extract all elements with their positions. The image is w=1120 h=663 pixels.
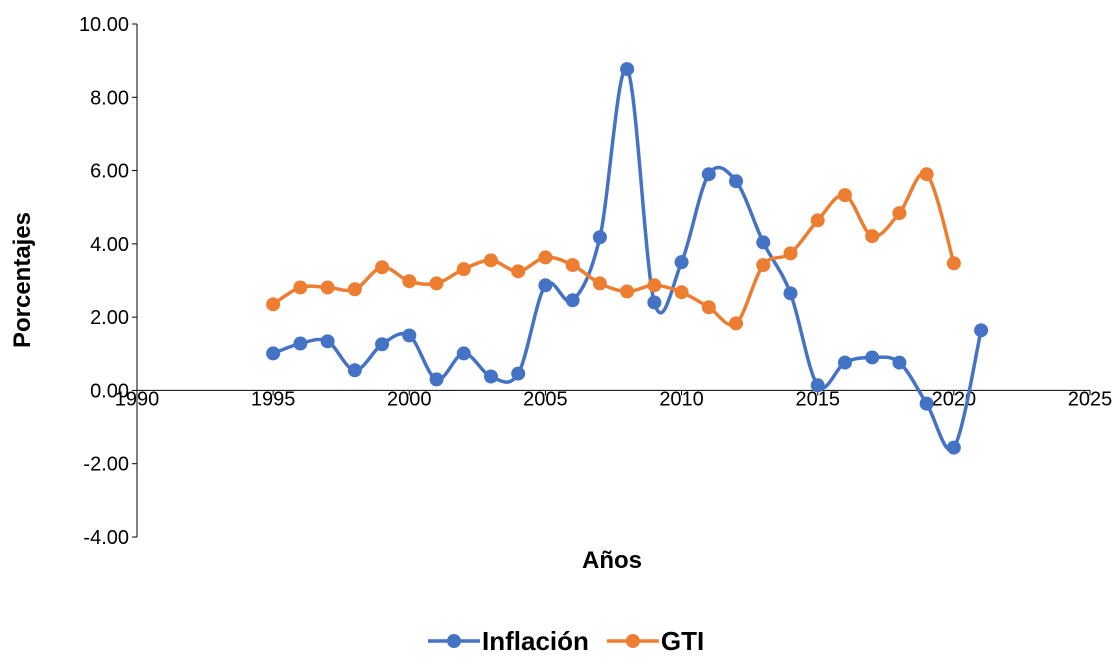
- point: [456, 346, 471, 361]
- point: [701, 167, 716, 182]
- x-tick-label: 2025: [1068, 388, 1113, 410]
- point: [402, 328, 417, 343]
- point: [592, 276, 607, 291]
- point: [783, 246, 798, 261]
- point: [946, 440, 961, 455]
- point: [483, 369, 498, 384]
- point: [538, 278, 553, 293]
- x-tick-label: 2005: [523, 388, 568, 410]
- point: [892, 206, 907, 221]
- point: [837, 355, 852, 370]
- y-tick-label: 6.00: [90, 161, 129, 183]
- point: [375, 260, 390, 275]
- x-tick-label: 1995: [251, 388, 296, 410]
- point: [511, 264, 526, 279]
- x-tick-label: 2015: [795, 388, 840, 410]
- point: [647, 295, 662, 310]
- point: [783, 286, 798, 301]
- y-tick-label: 10.00: [79, 14, 129, 36]
- x-tick-label: 2000: [387, 388, 432, 410]
- x-axis-title: Años: [582, 547, 642, 574]
- point: [266, 346, 281, 361]
- point: [402, 274, 417, 289]
- y-tick-label: 2.00: [90, 307, 129, 329]
- y-tick-label: -2.00: [83, 454, 129, 476]
- x-tick-label: 2010: [659, 388, 704, 410]
- point: [293, 336, 308, 351]
- point: [946, 256, 961, 271]
- point: [674, 255, 689, 270]
- point: [511, 366, 526, 381]
- point: [756, 258, 771, 273]
- y-tick-label: 0.00: [90, 380, 129, 402]
- point: [865, 350, 880, 365]
- point: [919, 167, 934, 182]
- point: [266, 297, 281, 312]
- point: [647, 278, 662, 293]
- point: [756, 235, 771, 250]
- point: [293, 280, 308, 295]
- series-line: [272, 67, 983, 452]
- point: [456, 262, 471, 277]
- point: [620, 62, 635, 77]
- point: [538, 250, 553, 265]
- point: [347, 282, 362, 297]
- point: [592, 230, 607, 245]
- point: [347, 363, 362, 378]
- point: [837, 188, 852, 203]
- point: [320, 334, 335, 349]
- legend-marker: [625, 634, 640, 648]
- x-tick-label: 1990: [115, 388, 160, 410]
- point: [974, 323, 989, 338]
- point: [565, 293, 580, 308]
- point: [701, 300, 716, 315]
- point: [565, 258, 580, 273]
- legend-label: Inflación: [482, 626, 589, 656]
- legend-label: GTI: [661, 626, 704, 656]
- point: [483, 253, 498, 268]
- point: [429, 372, 444, 387]
- point: [865, 229, 880, 244]
- point: [375, 337, 390, 352]
- point: [919, 396, 934, 411]
- y-tick-label: 8.00: [90, 87, 129, 109]
- point: [320, 280, 335, 295]
- y-tick-label: -4.00: [83, 527, 129, 549]
- point: [892, 355, 907, 370]
- point: [729, 316, 744, 331]
- point: [429, 276, 444, 291]
- point: [810, 378, 825, 393]
- point: [674, 285, 689, 300]
- point: [810, 213, 825, 228]
- point: [620, 284, 635, 299]
- y-tick-label: 4.00: [90, 234, 129, 256]
- legend-marker: [447, 634, 461, 648]
- y-axis-title: Porcentajes: [9, 212, 36, 348]
- point: [729, 174, 744, 189]
